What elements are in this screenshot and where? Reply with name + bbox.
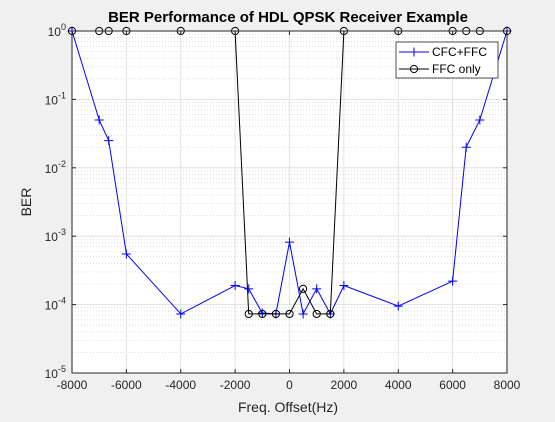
data-point-plus [448,276,458,286]
x-tick-label: -8000 [57,378,88,392]
data-point-plus [393,301,403,311]
data-point-plus [475,115,485,125]
x-tick-label: 6000 [439,378,466,392]
tick-marks [71,30,508,374]
data-point-plus [176,309,186,319]
y-tick-label: 10-5 [45,364,66,381]
data-point-circle [326,309,335,319]
x-tick-label: 2000 [331,378,358,392]
x-tick-label: 0 [286,378,293,392]
data-point-plus [285,237,294,247]
data-point-plus [230,281,240,291]
data-point-plus [104,136,114,146]
data-point-circle [271,309,281,319]
legend-box [395,41,499,79]
data-point-plus [121,249,131,259]
data-point-circle [258,309,267,319]
x-axis-label: Freq. Offset(Hz) [238,399,338,415]
y-tick-label: 10-1 [45,90,66,107]
data-point-circle [244,309,253,319]
chart-title: BER Performance of HDL QPSK Receiver Exa… [108,9,468,26]
legend-marker-plus [409,47,419,57]
data-point-circle [285,309,294,319]
data-point-circle [312,309,321,319]
legend: CFC+FFC FFC only [395,41,499,79]
x-tick-labels: -8000 -6000 -4000 -2000 0 2000 4000 6000 8000 [57,378,521,392]
x-tick-label: 8000 [494,378,521,392]
data-point-circle [298,284,308,293]
y-axis-label: BER [18,188,34,217]
x-tick-label: 4000 [385,378,412,392]
y-tick-labels: 10-5 10-4 10-3 10-2 10-1 100 [45,22,66,381]
data-point-plus [244,284,254,294]
y-tick-label: 10-3 [45,227,66,244]
x-tick-label: -2000 [220,378,251,392]
y-tick-label: 10-4 [45,296,66,313]
series-cfc-ffc [67,26,512,319]
x-tick-label: -4000 [165,378,196,392]
data-point-plus [339,281,349,291]
legend-label-ffc-only: FFC only [432,62,481,76]
y-tick-label: 100 [48,22,66,39]
data-point-plus [461,142,471,152]
data-point-plus [298,309,308,319]
y-tick-label: 10-2 [45,159,66,176]
data-point-plus [94,115,104,125]
data-point-plus [312,284,322,294]
x-tick-label: -6000 [111,378,142,392]
legend-label-cfc-ffc: CFC+FFC [432,45,487,59]
legend-marker-circle [409,64,419,74]
